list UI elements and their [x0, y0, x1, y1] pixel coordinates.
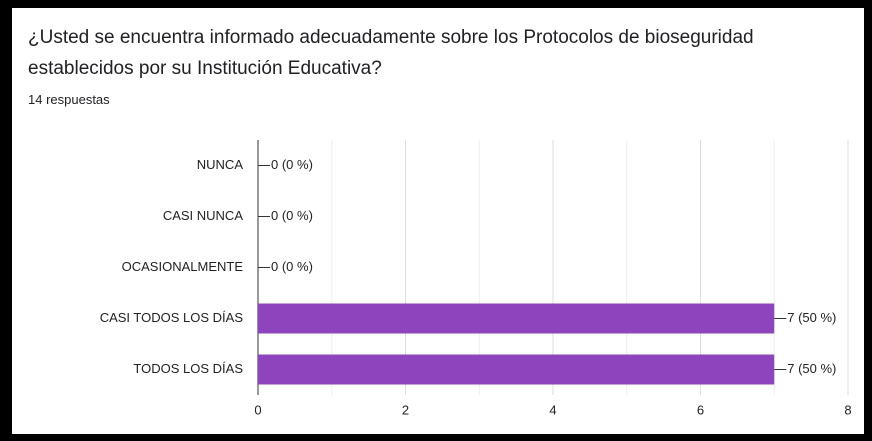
subtitle: 14 respuestas [28, 92, 110, 107]
bar [258, 354, 775, 385]
y-tick-label: NUNCA [197, 157, 244, 172]
y-tick-label: TODOS LOS DÍAS [133, 361, 243, 376]
y-tick-label: CASI NUNCA [163, 208, 244, 223]
x-tick-label: 0 [254, 402, 261, 417]
value-label: 7 (50 %) [787, 310, 836, 325]
y-tick-label: CASI TODOS LOS DÍAS [100, 310, 244, 325]
value-label: 7 (50 %) [787, 361, 836, 376]
x-tick-label: 4 [549, 402, 556, 417]
x-tick-label: 6 [697, 402, 704, 417]
x-tick-label: 2 [402, 402, 409, 417]
bar [258, 303, 775, 334]
y-tick-label: OCASIONALMENTE [122, 259, 244, 274]
value-label: 0 (0 %) [271, 259, 313, 274]
value-label: 0 (0 %) [271, 157, 313, 172]
value-label: 0 (0 %) [271, 208, 313, 223]
chart-title: ¿Usted se encuentra informado adecuadame… [28, 27, 754, 79]
x-tick-label: 8 [844, 402, 851, 417]
